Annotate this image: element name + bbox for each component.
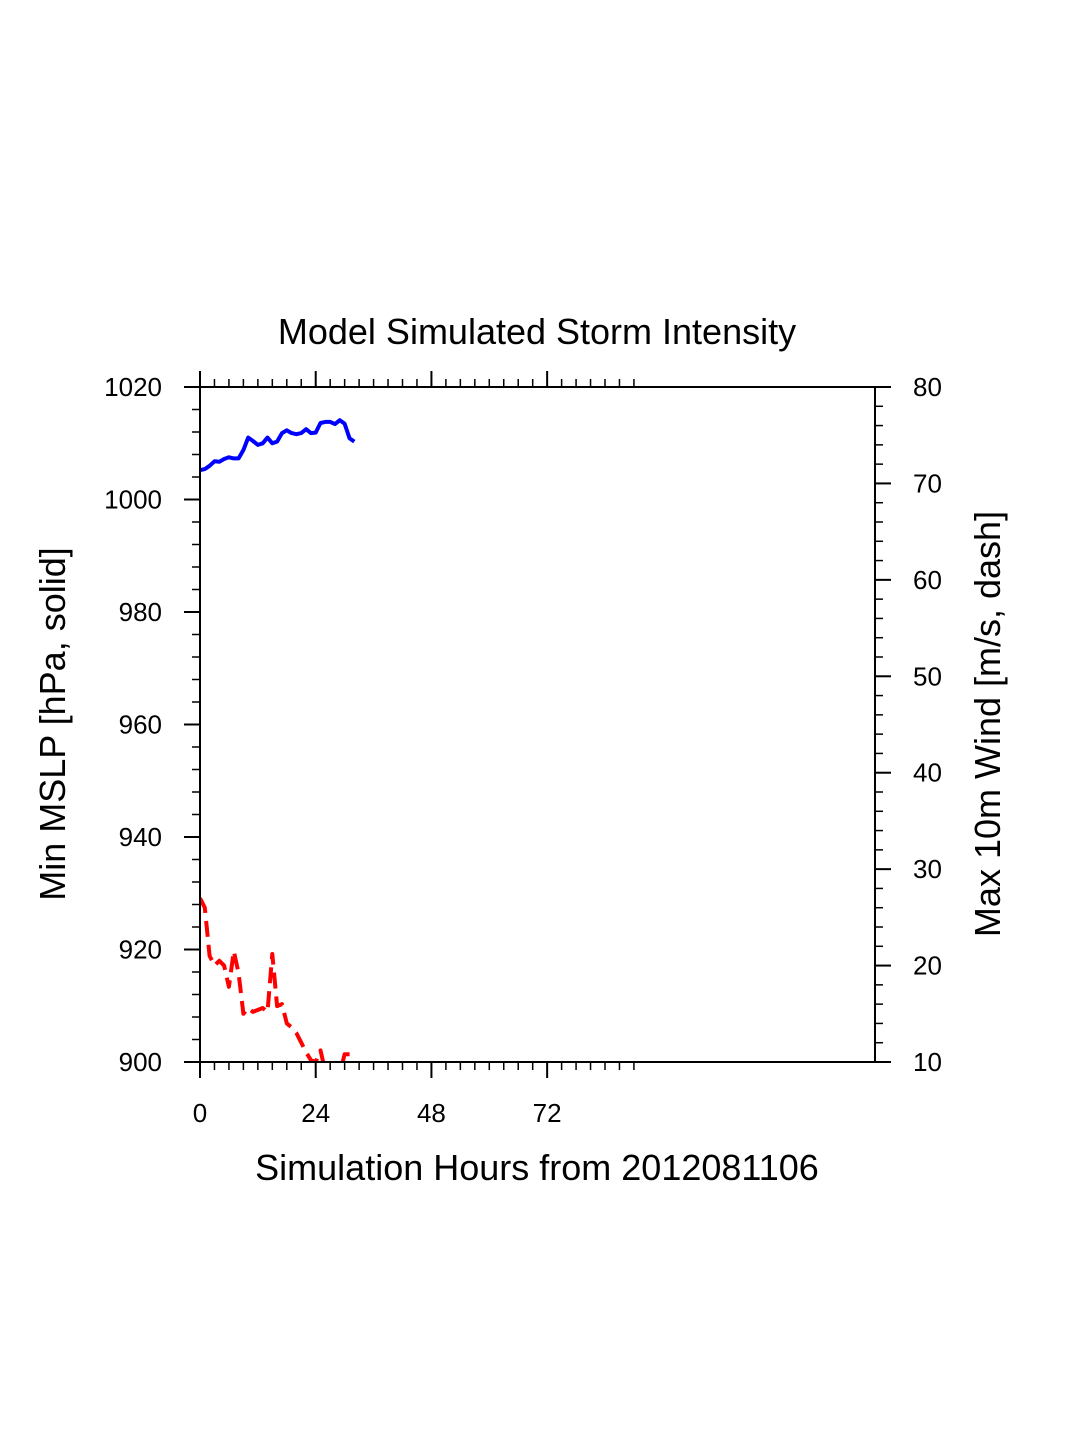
y-left-tick-label: 920 [119, 935, 162, 965]
plot-frame [199, 386, 876, 1063]
y-right-tick-label: 60 [913, 565, 942, 595]
x-tick-label: 0 [193, 1098, 207, 1128]
y-right-tick-label: 20 [913, 951, 942, 981]
max-wind-series-line [200, 897, 355, 1062]
y-right-tick-label: 70 [913, 468, 942, 498]
min-mslp-series-line [200, 418, 356, 473]
minor-ticks [192, 379, 883, 1070]
x-tick-label: 72 [533, 1098, 562, 1128]
x-tick-label: 24 [301, 1098, 330, 1128]
y-right-tick-label: 80 [913, 372, 942, 402]
major-ticks [184, 371, 891, 1078]
y-left-tick-label: 980 [119, 597, 162, 627]
y-right-tick-label: 30 [913, 854, 942, 884]
y-right-tick-label: 40 [913, 758, 942, 788]
chart-title: Model Simulated Storm Intensity [278, 311, 796, 352]
x-axis-title: Simulation Hours from 2012081106 [255, 1147, 819, 1188]
y-right-axis-title: Max 10m Wind [m/s, dash] [967, 511, 1008, 937]
tick-labels: 0 24 48 72900920940960980100010201020304050… [104, 372, 942, 1128]
series-layer [200, 418, 356, 1062]
y-right-tick-label: 10 [913, 1047, 942, 1077]
y-left-tick-label: 940 [119, 822, 162, 852]
y-left-axis-title: Min MSLP [hPa, solid] [32, 547, 73, 901]
y-left-tick-label: 1020 [104, 372, 162, 402]
y-left-tick-label: 1000 [104, 485, 162, 515]
y-left-tick-label: 960 [119, 710, 162, 740]
y-left-tick-label: 900 [119, 1047, 162, 1077]
x-tick-label: 48 [417, 1098, 446, 1128]
y-right-tick-label: 50 [913, 661, 942, 691]
